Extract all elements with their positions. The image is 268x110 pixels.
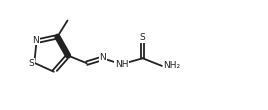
Text: NH: NH (115, 60, 129, 69)
Text: N: N (99, 53, 106, 62)
Text: NH₂: NH₂ (163, 61, 180, 70)
Text: S: S (140, 33, 146, 42)
Text: S: S (29, 59, 35, 68)
Text: N: N (32, 36, 39, 45)
